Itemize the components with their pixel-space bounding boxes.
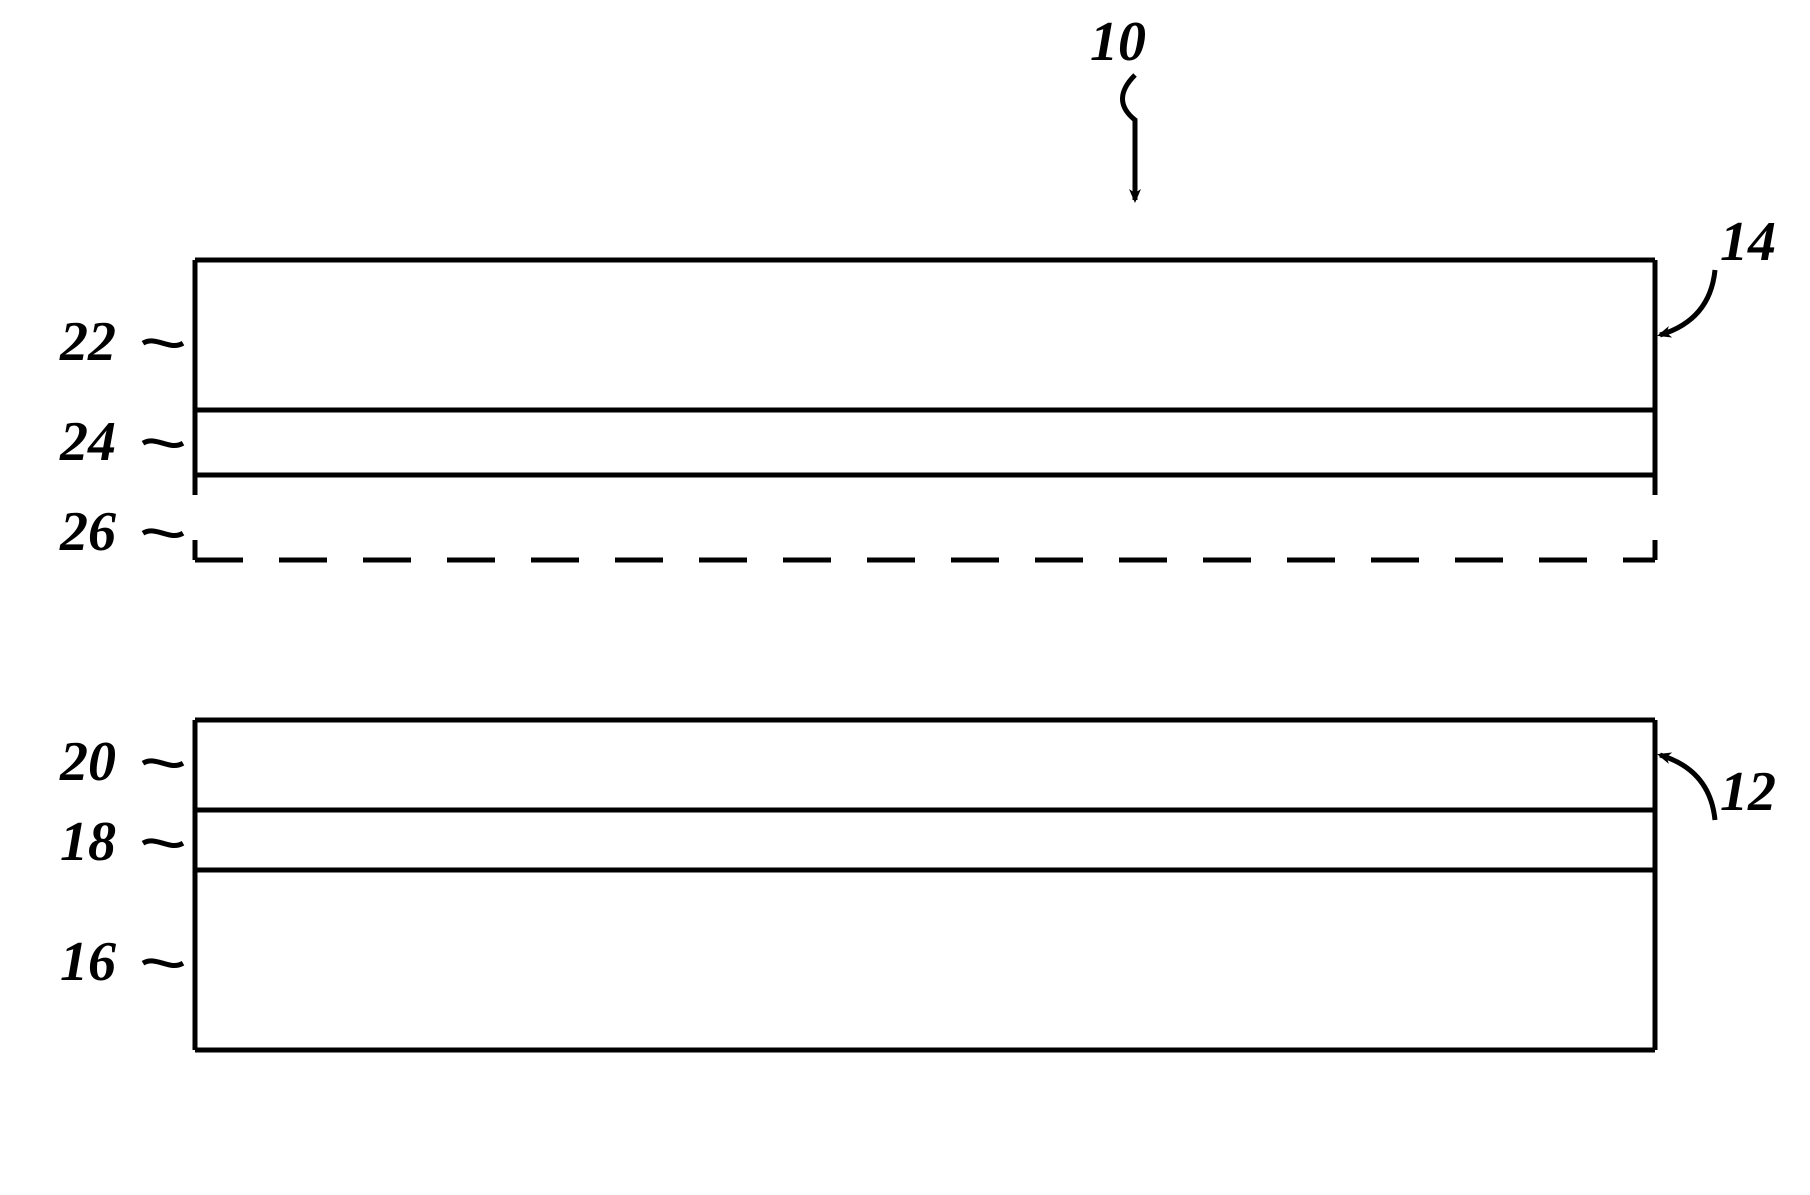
layer_20: 20 [59, 731, 116, 793]
patent-figure: 22 24 26 20 18 16 10 14 12 [0, 0, 1810, 1195]
label-block-14: 14 [1720, 211, 1776, 273]
leader-12 [1660, 755, 1715, 820]
layer_26: 26 [59, 501, 116, 563]
label-assembly-10: 10 [1090, 11, 1146, 73]
label-block-12: 12 [1720, 761, 1776, 823]
layer_22: 22 [59, 311, 116, 373]
layer_18: 18 [60, 811, 116, 873]
arrow-assembly-10 [1123, 75, 1136, 200]
layer_16: 16 [60, 931, 116, 993]
leader-14 [1660, 270, 1715, 335]
layer_24: 24 [59, 411, 116, 473]
